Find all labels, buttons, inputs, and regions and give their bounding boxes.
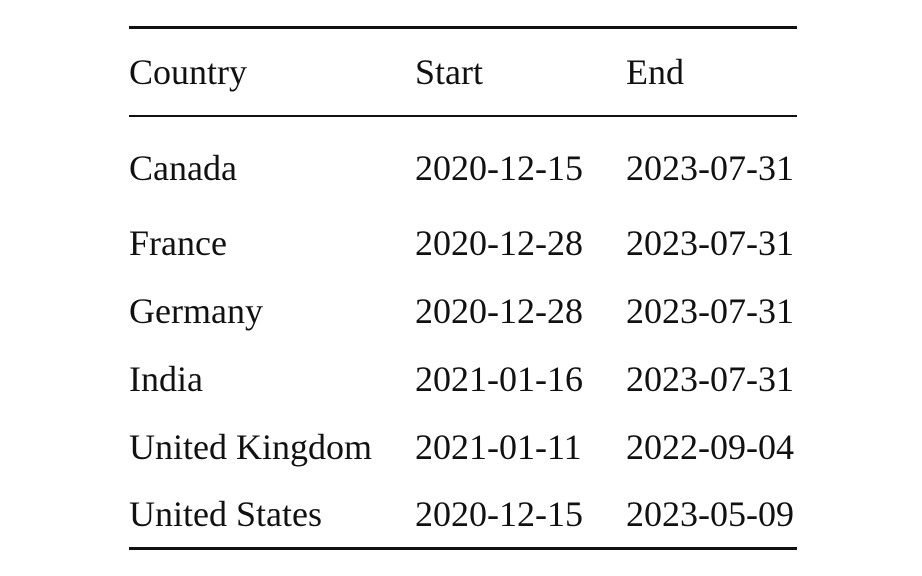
cell-country: France	[129, 223, 227, 263]
cell-country: United Kingdom	[129, 427, 372, 467]
cell-country: Germany	[129, 291, 263, 331]
table-row: Germany 2020-12-28 2023-07-31	[129, 277, 797, 345]
country-date-table: Country Start End Canada 2020-12-15 2023…	[129, 26, 797, 550]
bottom-rule	[129, 547, 797, 550]
cell-start: 2021-01-16	[415, 359, 583, 399]
cell-start: 2020-12-28	[415, 223, 583, 263]
table-row: France 2020-12-28 2023-07-31	[129, 209, 797, 277]
cell-end: 2023-07-31	[626, 223, 794, 263]
cell-start: 2020-12-15	[415, 148, 583, 188]
cell-end: 2023-07-31	[626, 359, 794, 399]
header-start: Start	[415, 52, 483, 92]
cell-end: 2023-05-09	[626, 494, 794, 534]
cell-start: 2020-12-28	[415, 291, 583, 331]
table-row: Canada 2020-12-15 2023-07-31	[129, 117, 797, 209]
header-rule	[129, 115, 797, 117]
cell-end: 2023-07-31	[626, 148, 794, 188]
cell-start: 2020-12-15	[415, 494, 583, 534]
cell-start: 2021-01-11	[415, 427, 582, 467]
table-row: United Kingdom 2021-01-11 2022-09-04	[129, 413, 797, 481]
header-end: End	[626, 52, 684, 92]
cell-end: 2023-07-31	[626, 291, 794, 331]
table-row: United States 2020-12-15 2023-05-09	[129, 481, 797, 547]
table-row: India 2021-01-16 2023-07-31	[129, 345, 797, 413]
header-row: Country Start End	[129, 29, 797, 115]
cell-end: 2022-09-04	[626, 427, 794, 467]
table-header: Country Start End	[129, 29, 797, 115]
cell-country: United States	[129, 494, 322, 534]
table-body: Canada 2020-12-15 2023-07-31 France 2020…	[129, 117, 797, 547]
top-rule	[129, 26, 797, 29]
cell-country: Canada	[129, 148, 237, 188]
cell-country: India	[129, 359, 203, 399]
header-country: Country	[129, 52, 248, 92]
